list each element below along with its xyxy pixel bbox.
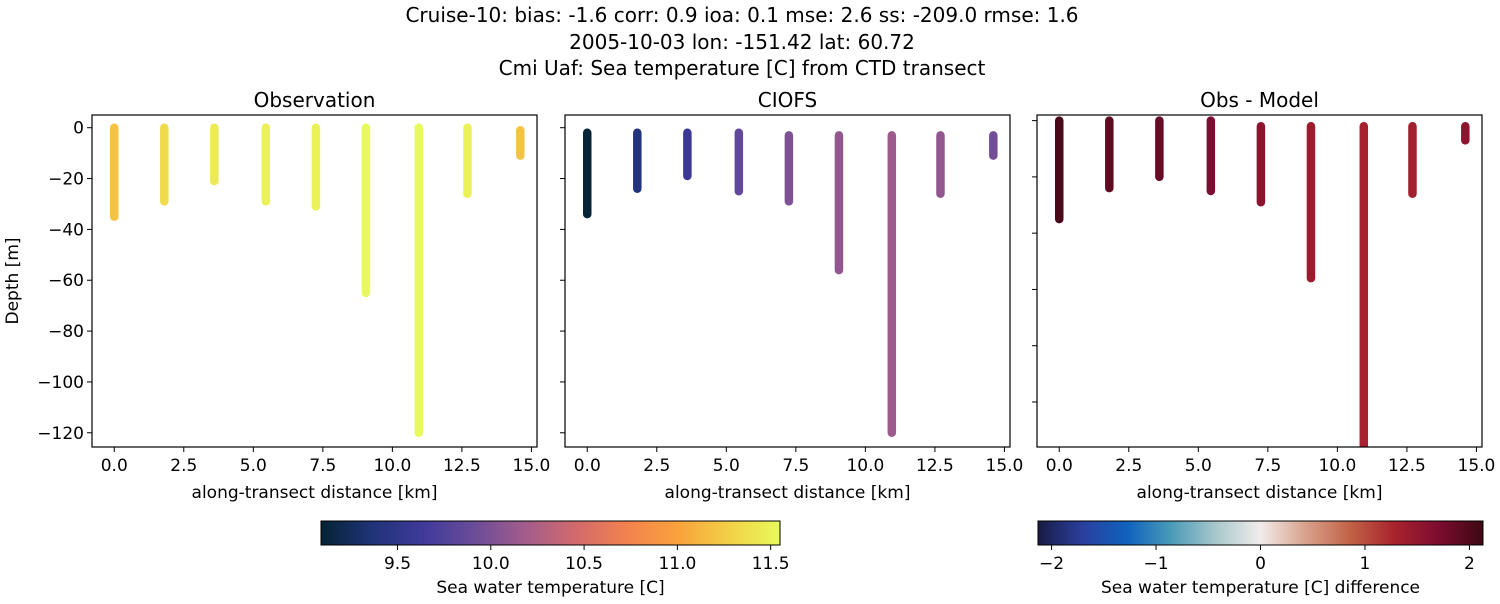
colorbar-1: −2 −1 0 1 2 Sea water temperature [C] differe… <box>1037 520 1484 598</box>
x-tick-label: 10.0 <box>373 456 411 476</box>
colorbar-tick-label: 1 <box>1360 554 1371 574</box>
x-tick-label: 10.0 <box>1318 456 1356 476</box>
colorbar-label: Sea water temperature [C] <box>436 578 664 598</box>
y-tick-label: 0 <box>73 119 84 139</box>
colorbar-gradient <box>320 520 781 546</box>
x-tick-label: 5.0 <box>240 456 267 476</box>
x-tick-label: 15.0 <box>513 456 551 476</box>
y-tick-label: −40 <box>48 220 84 240</box>
x-tick-label: 2.5 <box>170 456 197 476</box>
x-tick-label: 2.5 <box>643 456 670 476</box>
panel-title: Obs - Model <box>1200 88 1319 112</box>
casts <box>1055 116 1470 447</box>
y-tick-label: −100 <box>37 373 84 393</box>
colorbar-label: Sea water temperature [C] difference <box>1101 578 1420 598</box>
y-axis-label: Depth [m] <box>3 237 23 324</box>
x-tick-label: 0.0 <box>101 456 128 476</box>
axes-frame <box>564 114 1011 448</box>
y-tick-label: −120 <box>37 424 84 444</box>
suptitle-line-3: Cmi Uaf: Sea temperature [C] from CTD tr… <box>499 56 986 80</box>
x-tick-label: 0.0 <box>574 456 601 476</box>
axes-frame <box>91 114 538 448</box>
x-tick-label: 15.0 <box>1458 456 1496 476</box>
y-tick-label: −60 <box>48 271 84 291</box>
panel-title: CIOFS <box>758 88 817 112</box>
panel-2: 0.0 2.5 5.0 7.5 10.0 12.5 15.0 Obs - Model along… <box>1032 88 1495 503</box>
colorbar-tick-label: 0 <box>1255 554 1266 574</box>
x-tick-label: 10.0 <box>846 456 884 476</box>
x-tick-label: 0.0 <box>1046 456 1073 476</box>
axes-frame <box>1036 114 1483 448</box>
casts <box>110 123 525 438</box>
x-tick-label: 5.0 <box>713 456 740 476</box>
colorbar-tick-label: 10.5 <box>565 554 603 574</box>
colorbar-gradient <box>1037 520 1484 546</box>
x-tick-label: 15.0 <box>986 456 1024 476</box>
x-axis-label: along-transect distance [km] <box>192 483 438 503</box>
y-tick-label: −20 <box>48 170 84 190</box>
suptitle-line-2: 2005-10-03 lon: -151.42 lat: 60.72 <box>569 30 915 54</box>
x-tick-label: 7.5 <box>1254 456 1281 476</box>
colorbar-tick-label: −2 <box>1039 554 1064 574</box>
colorbar-tick-label: 11.5 <box>752 554 790 574</box>
panel-0: 0.0 2.5 5.0 7.5 10.0 12.5 15.0 0 −20 −40 −60 −80 −10… <box>3 88 550 503</box>
x-tick-label: 2.5 <box>1115 456 1142 476</box>
x-axis-label: along-transect distance [km] <box>1137 483 1383 503</box>
colorbar-tick-label: −1 <box>1144 554 1169 574</box>
colorbar-tick-label: 10.0 <box>472 554 510 574</box>
colorbar-tick-label: 11.0 <box>658 554 696 574</box>
x-tick-label: 12.5 <box>1388 456 1426 476</box>
panel-1: 0.0 2.5 5.0 7.5 10.0 12.5 15.0 CIOFS along-trans… <box>560 88 1023 503</box>
x-tick-label: 7.5 <box>782 456 809 476</box>
colorbar-0: 9.5 10.0 10.5 11.0 11.5 Sea water temperature… <box>320 520 790 598</box>
y-tick-label: −80 <box>48 322 84 342</box>
panel-title: Observation <box>254 88 376 112</box>
x-tick-label: 5.0 <box>1185 456 1212 476</box>
suptitle-line-1: Cruise-10: bias: -1.6 corr: 0.9 ioa: 0.1… <box>405 3 1078 27</box>
colorbar-tick-label: 2 <box>1464 554 1475 574</box>
casts <box>583 128 998 438</box>
colorbar-tick-label: 9.5 <box>384 554 411 574</box>
x-tick-label: 12.5 <box>916 456 954 476</box>
x-tick-label: 7.5 <box>309 456 336 476</box>
x-tick-label: 12.5 <box>443 456 481 476</box>
x-axis-label: along-transect distance [km] <box>665 483 911 503</box>
